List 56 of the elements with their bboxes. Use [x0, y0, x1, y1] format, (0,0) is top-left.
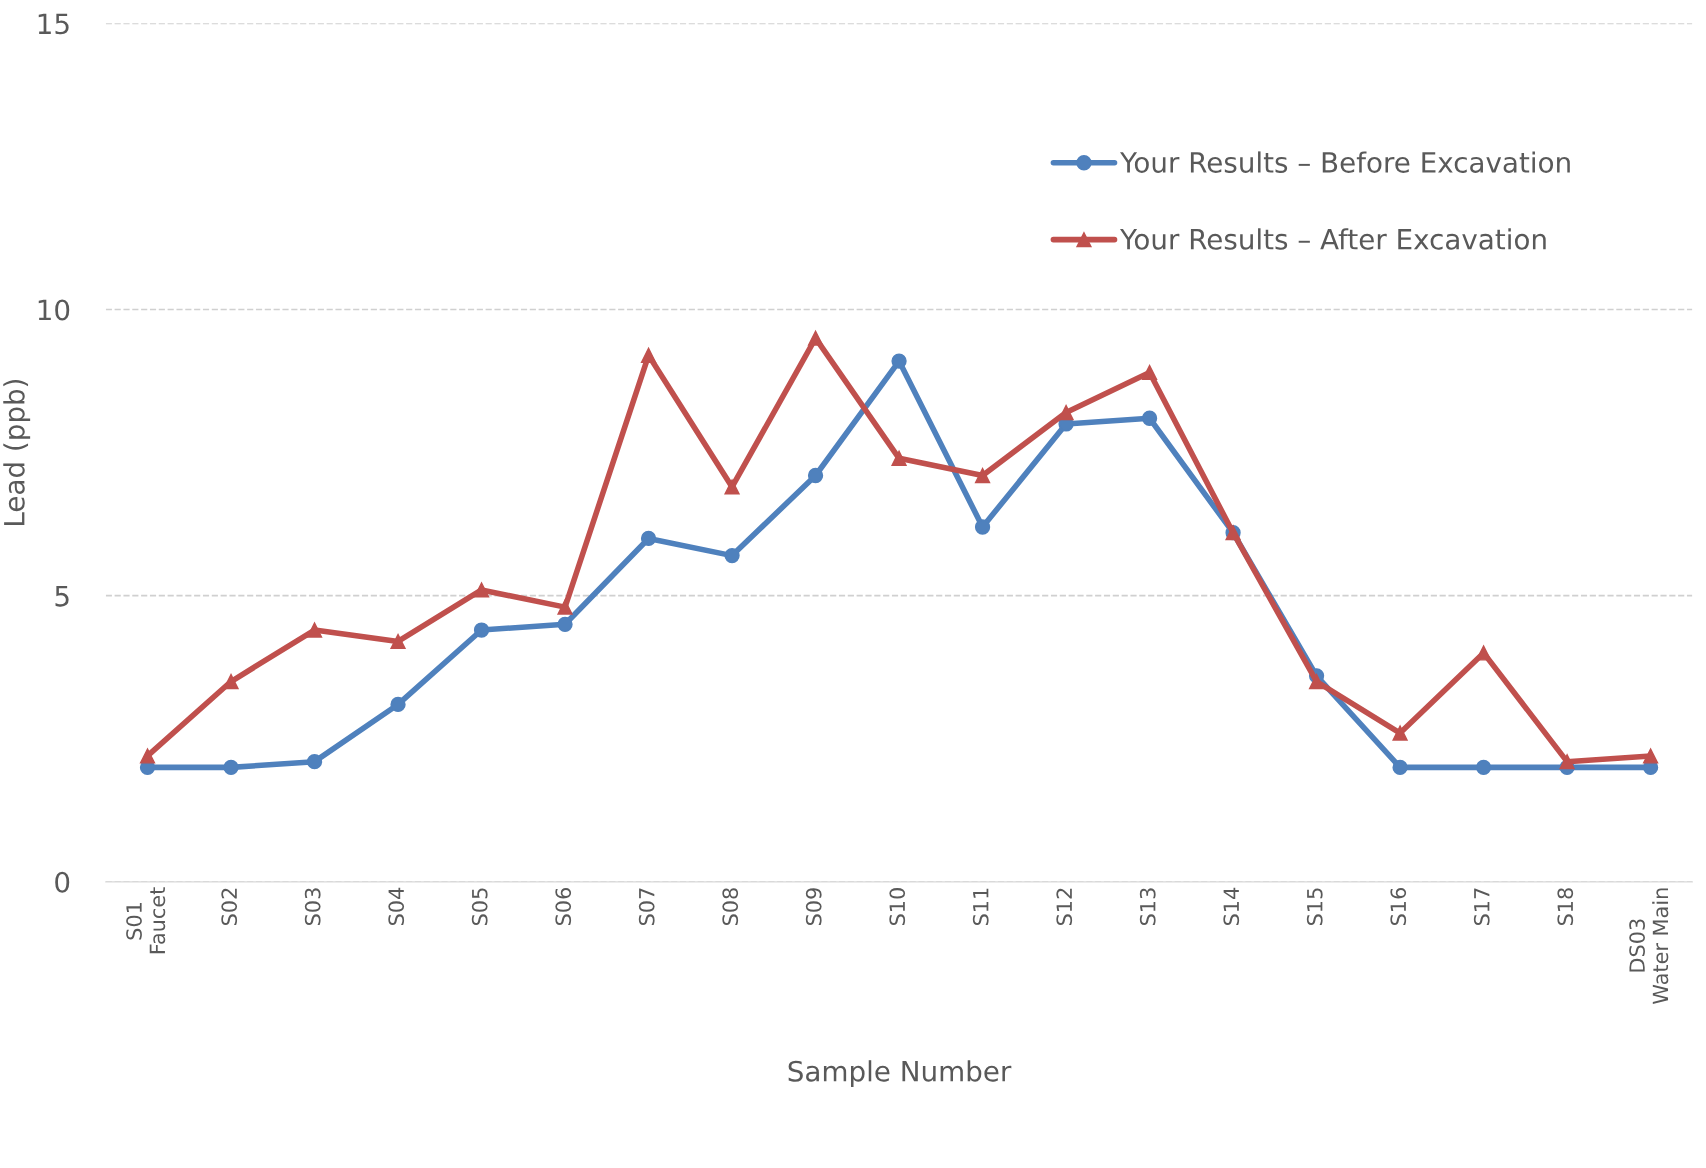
x-tick-label: S03 [304, 888, 321, 926]
x-tick-label: S05 [471, 888, 488, 926]
x-tick-label: S06 [555, 888, 572, 926]
x-tick-label: S09 [805, 888, 822, 926]
x-tick-label: S07 [638, 888, 655, 926]
point [557, 616, 573, 632]
point [1308, 673, 1325, 690]
point [724, 547, 740, 564]
point [1559, 754, 1575, 770]
point [557, 599, 573, 615]
point [139, 748, 156, 764]
point [306, 622, 323, 638]
x-tick-label: S10 [889, 888, 906, 926]
y-tick-label: 10 [38, 299, 70, 321]
point [1392, 759, 1408, 776]
point [891, 450, 907, 466]
x-tick-label: S02 [221, 888, 238, 926]
point [807, 467, 824, 484]
y-axis-title: Lead (ppb) [3, 379, 31, 525]
point [390, 633, 406, 650]
point [223, 759, 239, 776]
x-tick-label: S13 [1139, 888, 1156, 926]
x-tick-label: S18 [1557, 888, 1574, 926]
x-axis-title: Sample Number [788, 1060, 1012, 1088]
x-tick-label: S15 [1306, 888, 1323, 926]
point [640, 347, 657, 363]
legend-label: Your Results – Before Excavation [1120, 151, 1570, 173]
x-tick-label: S11 [972, 888, 989, 926]
point [640, 530, 657, 547]
x-tick-label: S12 [1056, 888, 1073, 926]
x-tick-label: S14 [1223, 887, 1240, 926]
point [473, 582, 490, 598]
y-tick-label: 5 [55, 585, 69, 607]
point [974, 519, 991, 535]
y-tick-label: 15 [38, 13, 69, 35]
point [1642, 748, 1659, 764]
point [306, 754, 323, 770]
x-tick-label: S08 [722, 888, 739, 926]
x-tick-label: S01 Faucet [126, 887, 166, 954]
point [974, 467, 991, 484]
x-tick-label: S16 [1390, 888, 1407, 926]
point [891, 353, 907, 369]
point [807, 330, 824, 346]
legend-label: Your Results – After Excavation [1120, 228, 1546, 250]
point [1475, 759, 1492, 776]
point [1392, 725, 1408, 741]
y-tick-label: 0 [55, 871, 70, 893]
point [1058, 404, 1074, 421]
x-tick-label: S17 [1473, 888, 1490, 926]
point [1141, 410, 1158, 426]
x-tick-label: S04 [388, 887, 405, 926]
point [724, 479, 740, 495]
point [390, 696, 406, 713]
point [1141, 364, 1158, 381]
x-tick-label: DS03 Water Main [1629, 888, 1669, 1004]
point [473, 622, 490, 638]
